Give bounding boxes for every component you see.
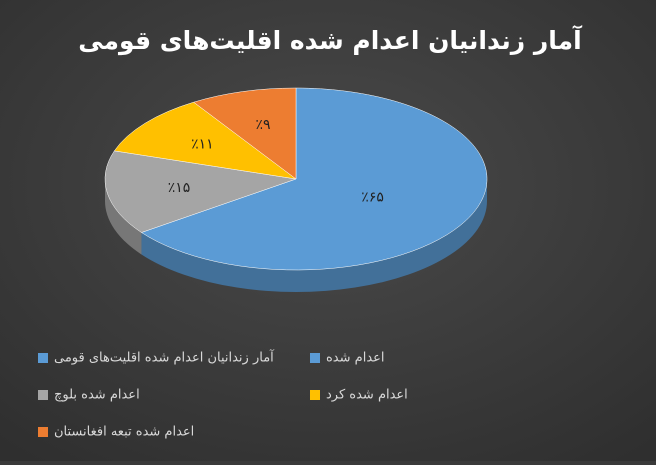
slice-side: [141, 179, 487, 292]
chart-title: آمار زندانیان اعدام شده اقلیت‌های قومی: [78, 25, 583, 56]
legend-label: اعدام شده بلوچ: [54, 388, 140, 403]
legend: آمار زندانیان اعدام شده اقلیت‌های قومی اع…: [38, 349, 408, 440]
legend-swatch: [38, 427, 48, 437]
legend-label: اعدام شده تبعه افغانستان: [54, 425, 194, 440]
data-label: ٪۹: [255, 117, 270, 133]
slice: [140, 87, 488, 271]
legend-swatch: [310, 390, 320, 400]
data-label: ٪۱۱: [191, 136, 214, 152]
legend-label: آمار زندانیان اعدام شده اقلیت‌های قومی: [54, 349, 275, 366]
slice-side: [105, 179, 142, 255]
slice: [104, 150, 297, 233]
slice: [113, 101, 297, 180]
data-label: ٪۱۵: [168, 180, 191, 196]
legend-swatch: [310, 353, 320, 363]
data-label: ٪۶۵: [361, 190, 384, 206]
slice: [193, 87, 297, 180]
legend-swatch: [38, 353, 48, 363]
pie: ٪۶۵ ٪۱۵ ٪۱۱ ٪۹: [104, 87, 488, 292]
legend-label: اعدام شده کرد: [326, 388, 408, 403]
legend-label: اعدام شده: [326, 351, 385, 366]
legend-swatch: [38, 390, 48, 400]
